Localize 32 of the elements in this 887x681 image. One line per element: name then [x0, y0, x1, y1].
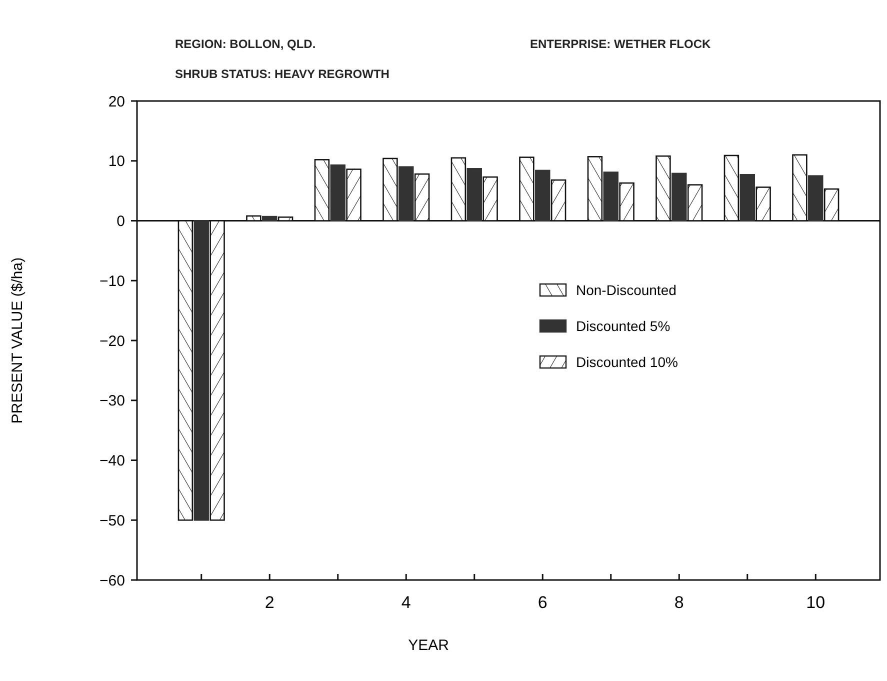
bar [740, 174, 755, 222]
x-tick-label: 10 [806, 593, 826, 612]
legend-label: Non-Discounted [576, 282, 676, 298]
x-axis-title: YEAR [408, 637, 450, 654]
y-axis-title: PRESENT VALUE ($/ha) [9, 257, 26, 424]
x-tick-label: 4 [401, 593, 411, 612]
x-tick-label: 2 [264, 593, 274, 612]
legend-label: Discounted 5% [576, 318, 670, 334]
bar [262, 216, 278, 222]
y-tick-label: −50 [100, 512, 125, 530]
y-tick-label: 10 [108, 153, 125, 170]
bar [330, 164, 346, 222]
bar [808, 175, 824, 222]
x-tick-label: 8 [674, 593, 684, 612]
y-tick-label: −60 [100, 572, 125, 590]
bar [672, 172, 687, 222]
y-tick-label: −40 [100, 452, 125, 470]
y-tick-label: 0 [116, 213, 125, 230]
text: SHRUB STATUS: HEAVY REGROWTH [175, 67, 390, 81]
bar [466, 168, 482, 222]
y-tick-label: −10 [100, 272, 125, 290]
x-tick-label: 6 [538, 593, 548, 612]
bar [398, 166, 414, 222]
bar [194, 220, 209, 521]
text: ENTERPRISE: WETHER FLOCK [530, 37, 711, 51]
y-tick-label: −30 [100, 392, 125, 410]
y-tick-label: 20 [108, 93, 125, 110]
legend-label: Discounted 10% [576, 354, 678, 370]
y-tick-label: −20 [100, 332, 125, 350]
text: REGION: BOLLON, QLD. [175, 37, 316, 51]
bar [603, 172, 618, 222]
bar [535, 170, 550, 222]
